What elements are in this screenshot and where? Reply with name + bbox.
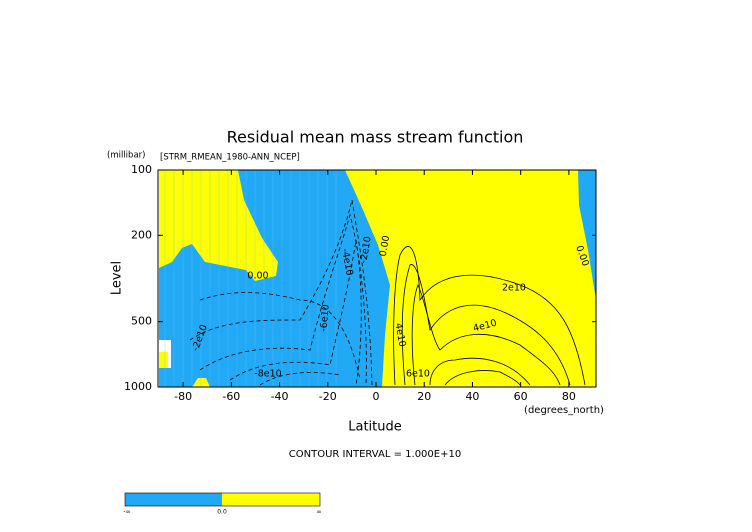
y-tick-label: 100: [131, 163, 152, 176]
contour-label: -8e10: [254, 369, 281, 380]
contour-label: 6e10: [406, 369, 430, 380]
x-axis-label: Latitude: [348, 420, 402, 435]
fill-positive: [159, 352, 168, 368]
x-tick-label: 0: [373, 390, 380, 403]
colorbar: -∞ 0.0 ∞: [123, 492, 322, 516]
x-tick-label: 40: [465, 390, 479, 403]
contour-line: [444, 370, 521, 386]
contour-line: [259, 372, 341, 386]
y-tick-label: 1000: [124, 380, 152, 393]
colorbar-positive: [222, 493, 320, 506]
chart-title: Residual mean mass stream function: [227, 128, 524, 147]
contour-line: [401, 264, 571, 386]
subtitle: [STRM_RMEAN_1980-ANN_NCEP]: [160, 153, 300, 163]
contour-label: 0.00: [247, 271, 268, 282]
x-tick-label: -40: [271, 390, 289, 403]
x-tick-label: 60: [514, 390, 528, 403]
x-tick-label: -60: [222, 390, 240, 403]
contour-label: -6e10: [318, 304, 331, 332]
colorbar-label: ∞: [317, 509, 322, 516]
plot-area: [157, 169, 597, 388]
colorbar-label: -∞: [123, 509, 130, 516]
colorbar-frame: [124, 492, 321, 507]
y-unit: (millibar): [107, 151, 145, 161]
contour-label: 0.00: [378, 235, 393, 258]
fill-positive: [345, 170, 596, 387]
colorbar-label: 0.0: [217, 509, 227, 516]
contour-label: 2e10: [502, 283, 526, 294]
y-tick-label: 500: [131, 315, 152, 328]
y-tick-label: 200: [131, 228, 152, 241]
contour-label: -4e10: [339, 248, 355, 277]
x-unit: (degrees_north): [524, 405, 604, 416]
x-tick-label: 20: [417, 390, 431, 403]
plot-frame: [157, 169, 597, 388]
contour-label: -2e10: [358, 236, 374, 265]
contour-line: [199, 292, 361, 381]
x-tick-label: 80: [562, 390, 576, 403]
contour-line: [393, 246, 586, 386]
y-axis-label: Level: [110, 261, 125, 295]
colorbar-negative: [125, 493, 222, 506]
x-tick-label: -20: [319, 390, 337, 403]
contour-label: 4e10: [393, 322, 408, 348]
contour-line: [429, 357, 531, 386]
fill-positive: [159, 170, 278, 281]
contour-line: [229, 239, 362, 386]
contour-line: [199, 213, 367, 386]
contour-line: [189, 199, 373, 386]
contour-interval: CONTOUR INTERVAL = 1.000E+10: [289, 449, 461, 460]
x-tick-label: -80: [174, 390, 192, 403]
contour-line: [411, 283, 561, 386]
